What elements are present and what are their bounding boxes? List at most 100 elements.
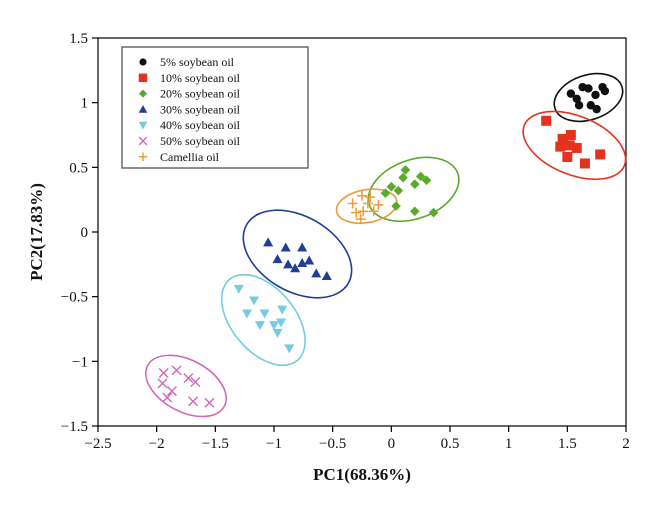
data-point-s3-5: [386, 181, 397, 192]
data-point-s4-10: [321, 270, 332, 280]
data-point-s1-6: [574, 101, 584, 110]
confidence-ellipse-4: [242, 209, 353, 299]
data-point-s1-9: [600, 86, 610, 96]
data-point-s7-6: [351, 207, 362, 218]
data-point-s3-6: [393, 185, 404, 196]
data-point-s7-5: [373, 199, 384, 210]
data-point-s5-10: [284, 344, 295, 354]
data-point-s3-10: [410, 206, 420, 217]
x-axis-ticks: −2.5 −2 −1.5 −1 −0.5 0 0.5 1 1.5 2: [84, 426, 630, 452]
confidence-ellipse-6: [144, 354, 228, 418]
legend: 5% soybean oil 10% soybean oil 20% soybean…: [121, 46, 309, 169]
data-point-s4-6: [290, 263, 301, 273]
x-tick-label: 2: [622, 436, 630, 452]
points-layer: [157, 82, 610, 408]
y-tick-label: −0.5: [61, 290, 88, 306]
data-point-s4-9: [311, 268, 322, 278]
data-point-s4-7: [297, 258, 308, 268]
legend-label-2: 10% soybean oil: [160, 71, 241, 85]
data-point-s1-1: [566, 89, 576, 98]
data-point-s3-9: [391, 201, 401, 211]
data-point-s5-3: [242, 309, 253, 319]
x-tick-label: −1.5: [202, 436, 229, 452]
data-point-s5-4: [259, 309, 270, 319]
ellipses-layer: [144, 72, 627, 418]
data-point-s4-5: [283, 259, 294, 269]
data-point-s6-3: [157, 378, 168, 389]
legend-label-6: 50% soybean oil: [160, 134, 241, 148]
legend-label-3: 20% soybean oil: [160, 87, 241, 101]
data-point-s5-1: [233, 284, 244, 294]
data-point-s2-9: [595, 149, 606, 160]
data-point-s4-2: [280, 242, 291, 252]
data-point-s3-11: [428, 207, 439, 218]
y-axis-ticks: −1.5 −1 −0.5 0 0.5 1 1.5: [61, 31, 98, 435]
y-tick-label: 1.5: [69, 31, 88, 47]
data-point-s5-6: [254, 321, 265, 331]
data-point-s5-9: [272, 328, 283, 338]
x-axis-title: PC1(68.36%): [313, 465, 411, 484]
x-tick-label: −2: [149, 436, 165, 452]
data-point-s2-3: [565, 130, 576, 140]
legend-marker-3: [138, 89, 148, 98]
data-point-s2-1: [541, 115, 552, 126]
data-point-s2-8: [579, 158, 590, 169]
data-point-s2-4: [555, 141, 566, 152]
x-tick-label: −0.5: [319, 436, 346, 452]
x-tick-label: 1: [505, 436, 513, 452]
confidence-ellipse-5: [220, 273, 306, 367]
legend-label-5: 40% soybean oil: [160, 118, 241, 132]
data-point-s4-1: [263, 237, 274, 247]
data-point-s1-10: [592, 104, 601, 114]
y-axis-title: PC2(17.83%): [27, 183, 46, 281]
confidence-ellipse-7: [335, 188, 398, 224]
data-point-s6-5: [190, 377, 201, 388]
data-point-s6-7: [162, 392, 173, 403]
data-point-s6-2: [171, 365, 182, 376]
data-point-s5-5: [277, 305, 288, 315]
data-point-s7-8: [368, 206, 379, 217]
data-point-s2-2: [557, 133, 568, 144]
data-point-s5-2: [249, 296, 260, 306]
legend-label-1: 5% soybean oil: [160, 55, 235, 69]
data-point-s2-7: [562, 151, 573, 162]
data-point-s3-8: [421, 175, 432, 186]
x-tick-label: 1.5: [558, 436, 577, 452]
data-point-s6-1: [158, 367, 169, 378]
legend-marker-2: [138, 73, 148, 83]
y-tick-label: 0.5: [69, 160, 88, 176]
data-point-s4-8: [304, 255, 315, 265]
data-point-s6-9: [204, 397, 215, 408]
data-point-s6-4: [183, 373, 194, 384]
x-tick-label: −1: [266, 436, 282, 452]
data-point-s7-3: [347, 198, 358, 209]
legend-marker-1: [139, 58, 147, 66]
data-point-s7-7: [358, 206, 369, 217]
data-point-s6-6: [166, 386, 177, 397]
confidence-ellipse-3: [367, 156, 460, 223]
legend-marker-7: [138, 152, 148, 162]
y-tick-label: −1.5: [61, 419, 88, 435]
data-point-s7-2: [365, 192, 376, 203]
data-point-s4-4: [272, 254, 283, 264]
confidence-ellipse-1: [553, 72, 624, 123]
data-point-s7-4: [362, 198, 373, 209]
data-point-s1-2: [572, 94, 581, 103]
legend-box: [121, 46, 309, 169]
x-tick-label: −2.5: [84, 436, 111, 452]
data-point-s2-5: [564, 140, 575, 151]
legend-label-4: 30% soybean oil: [160, 102, 241, 116]
x-tick-label: 0.5: [441, 436, 460, 452]
data-point-s3-2: [400, 165, 411, 175]
legend-marker-6: [138, 136, 148, 146]
data-point-s6-8: [188, 396, 199, 407]
legend-label-7: Camellia oil: [160, 150, 220, 164]
legend-marker-5: [138, 121, 148, 130]
y-tick-label: 1: [81, 96, 89, 112]
data-point-s5-7: [269, 321, 279, 331]
data-point-s2-6: [571, 142, 582, 153]
data-point-s7-1: [357, 190, 367, 201]
data-point-s3-7: [410, 179, 420, 189]
